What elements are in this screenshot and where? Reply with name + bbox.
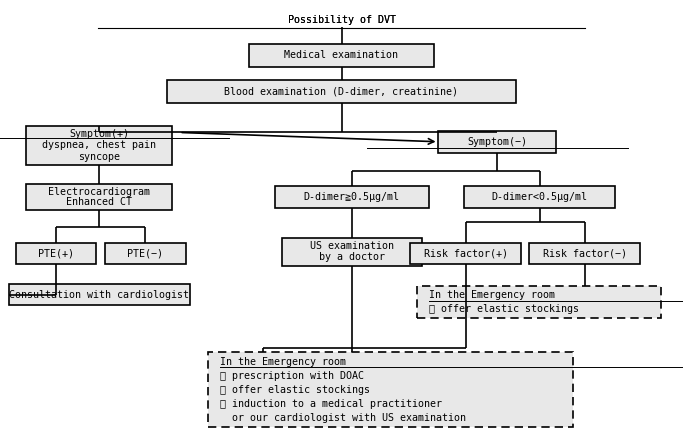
Text: PTE(+): PTE(+) [38, 249, 74, 258]
Text: dyspnea, chest pain: dyspnea, chest pain [42, 140, 156, 150]
Text: ・ prescription with DOAC: ・ prescription with DOAC [220, 371, 364, 381]
Text: syncope: syncope [78, 152, 120, 162]
FancyBboxPatch shape [167, 80, 516, 103]
Text: Electrocardiogram: Electrocardiogram [48, 187, 150, 197]
Text: or our cardiologist with US examination: or our cardiologist with US examination [220, 413, 466, 423]
Text: PTE(−): PTE(−) [128, 249, 163, 258]
Text: by a doctor: by a doctor [319, 252, 385, 262]
Text: ・ induction to a medical practitioner: ・ induction to a medical practitioner [220, 399, 443, 409]
Text: Symptom(−): Symptom(−) [467, 137, 527, 147]
Text: D-dimer≧0.5μg/ml: D-dimer≧0.5μg/ml [304, 192, 400, 202]
Text: ・ offer elastic stockings: ・ offer elastic stockings [429, 304, 579, 314]
FancyBboxPatch shape [249, 44, 434, 67]
Text: Risk factor(−): Risk factor(−) [543, 249, 626, 258]
FancyBboxPatch shape [16, 243, 96, 264]
Text: Risk factor(+): Risk factor(+) [424, 249, 507, 258]
Text: Medical examination: Medical examination [285, 51, 398, 60]
Text: D-dimer<0.5μg/ml: D-dimer<0.5μg/ml [492, 192, 587, 202]
FancyBboxPatch shape [464, 186, 615, 208]
Text: Enhanced CT: Enhanced CT [66, 198, 132, 207]
Text: In the Emergency room: In the Emergency room [429, 291, 555, 300]
FancyBboxPatch shape [529, 243, 641, 264]
Text: Possibility of DVT: Possibility of DVT [288, 15, 395, 25]
Text: In the Emergency room: In the Emergency room [220, 357, 346, 367]
FancyBboxPatch shape [105, 243, 186, 264]
FancyBboxPatch shape [282, 238, 422, 266]
Text: Symptom(+): Symptom(+) [69, 129, 129, 139]
FancyBboxPatch shape [8, 284, 189, 305]
FancyBboxPatch shape [25, 184, 172, 210]
FancyBboxPatch shape [208, 352, 573, 427]
Text: ・ offer elastic stockings: ・ offer elastic stockings [220, 385, 370, 395]
Text: US examination: US examination [310, 241, 393, 251]
Text: Blood examination (D-dimer, creatinine): Blood examination (D-dimer, creatinine) [225, 87, 458, 97]
Text: Possibility of DVT: Possibility of DVT [288, 15, 395, 25]
Text: Consultation with cardiologist: Consultation with cardiologist [9, 290, 189, 299]
FancyBboxPatch shape [410, 243, 522, 264]
FancyBboxPatch shape [417, 286, 661, 318]
FancyBboxPatch shape [275, 186, 429, 208]
FancyBboxPatch shape [438, 131, 556, 153]
FancyBboxPatch shape [25, 126, 172, 165]
